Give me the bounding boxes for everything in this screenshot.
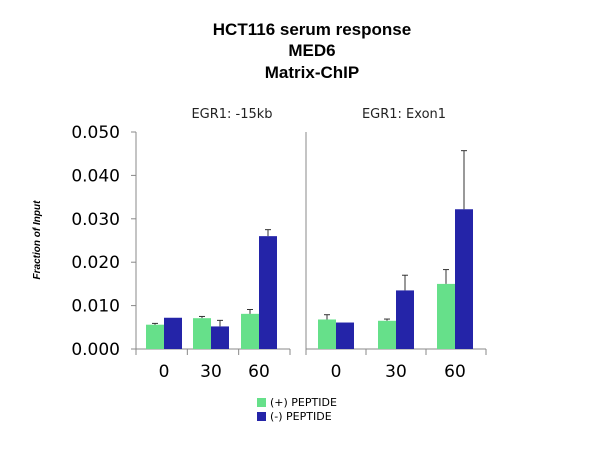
legend-label-plus: (+) PEPTIDE <box>270 396 337 409</box>
bar <box>318 319 336 349</box>
plot-area: 0.000 0.010 0.020 0.030 0.040 0.050 0 30 60 0 30 60 <box>71 123 487 382</box>
x-tick-label: 30 <box>200 362 222 382</box>
y-tick-label: 0.040 <box>71 166 120 186</box>
bar <box>336 322 354 349</box>
x-tick-label: 0 <box>331 362 342 382</box>
y-tick-label: 0.050 <box>71 123 120 143</box>
panel-title-left: EGR1: -15kb <box>191 107 272 122</box>
bar <box>164 317 182 349</box>
x-tick-label: 60 <box>248 362 270 382</box>
bar <box>211 326 229 349</box>
chart-title-line-1: HCT116 serum response <box>213 20 411 39</box>
chart-title-line-3: Matrix-ChIP <box>265 63 359 82</box>
y-tick-label: 0.010 <box>71 297 120 317</box>
panel-title-right: EGR1: Exon1 <box>362 107 446 122</box>
y-tick-label: 0.000 <box>71 340 120 360</box>
bar <box>193 318 211 349</box>
y-tick-label: 0.030 <box>71 210 120 230</box>
bar <box>455 209 473 349</box>
bar <box>259 236 277 349</box>
bar <box>146 324 164 349</box>
x-tick-label: 0 <box>159 362 170 382</box>
legend-swatch-plus <box>257 398 266 407</box>
y-tick-label: 0.020 <box>71 253 120 273</box>
bar <box>378 320 396 349</box>
legend-swatch-minus <box>257 412 266 421</box>
bar <box>437 283 455 349</box>
bar <box>396 290 414 349</box>
legend: (+) PEPTIDE (-) PEPTIDE <box>257 396 337 423</box>
chart-title-line-2: MED6 <box>288 41 335 60</box>
legend-label-minus: (-) PEPTIDE <box>270 410 332 423</box>
bar <box>241 313 259 349</box>
y-axis-label: Fraction of Input <box>32 200 43 280</box>
x-tick-label: 30 <box>385 362 407 382</box>
x-tick-label: 60 <box>444 362 466 382</box>
